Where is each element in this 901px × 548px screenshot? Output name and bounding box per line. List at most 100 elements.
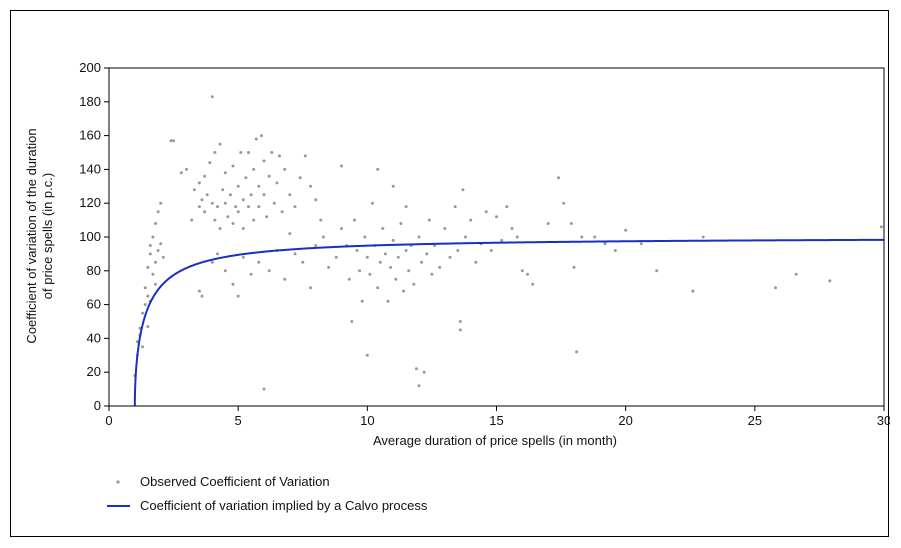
- scatter-point: [448, 255, 452, 259]
- scatter-point: [794, 272, 798, 276]
- scatter-point: [430, 272, 434, 276]
- scatter-point: [526, 272, 529, 276]
- x-tick-label: 25: [748, 413, 762, 428]
- scatter-point: [352, 218, 356, 222]
- scatter-point: [624, 228, 628, 232]
- scatter-point: [355, 249, 359, 252]
- scatter-point: [239, 151, 243, 154]
- scatter-point: [520, 269, 524, 273]
- scatter-point: [350, 320, 354, 323]
- scatter-point: [262, 159, 266, 163]
- scatter-point: [241, 255, 245, 259]
- scatter-point: [223, 269, 227, 273]
- scatter-point: [557, 176, 560, 180]
- scatter-point: [376, 286, 380, 290]
- scatter-point: [249, 272, 253, 276]
- scatter-point: [510, 227, 514, 230]
- scatter-point: [280, 210, 284, 214]
- scatter-point: [314, 198, 318, 202]
- y-tick-label: 160: [79, 128, 101, 143]
- y-tick-label: 60: [87, 297, 101, 312]
- scatter-point: [288, 193, 292, 197]
- x-tick-label: 0: [105, 413, 112, 428]
- x-tick-label: 20: [618, 413, 632, 428]
- scatter-point: [378, 260, 382, 264]
- scatter-point: [340, 164, 343, 168]
- legend-line-label: Coefficient of variation implied by a Ca…: [140, 498, 428, 513]
- scatter-point: [208, 161, 212, 165]
- scatter-point: [381, 227, 385, 230]
- scatter-point: [340, 227, 343, 230]
- scatter-point: [283, 167, 287, 171]
- scatter-point: [223, 201, 227, 205]
- scatter-point: [172, 139, 176, 143]
- scatter-point: [572, 265, 576, 269]
- scatter-point: [691, 289, 695, 293]
- scatter-point: [197, 205, 201, 209]
- scatter-point: [143, 303, 147, 307]
- x-tick-label: 15: [489, 413, 503, 428]
- scatter-point: [365, 255, 369, 259]
- scatter-point: [546, 222, 550, 225]
- scatter-point: [210, 95, 214, 99]
- plot-border: [108, 67, 885, 407]
- scatter-point: [151, 272, 155, 276]
- scatter-point: [474, 260, 478, 264]
- scatter-point: [154, 222, 157, 225]
- scatter-point: [389, 265, 393, 269]
- scatter-point: [223, 171, 227, 175]
- scatter-point: [298, 176, 302, 180]
- scatter-point: [427, 218, 431, 222]
- scatter-point: [148, 252, 152, 256]
- scatter-point: [141, 345, 145, 349]
- scatter-point: [407, 269, 411, 273]
- scatter-point: [154, 260, 157, 264]
- scatter-point: [216, 252, 219, 256]
- x-axis-label: Average duration of price spells (in mon…: [373, 433, 617, 448]
- scatter-point: [154, 282, 157, 286]
- y-tick-label: 200: [79, 60, 101, 75]
- calvo-curve: [133, 238, 885, 406]
- scatter-point: [262, 387, 266, 391]
- scatter-point: [500, 238, 504, 242]
- scatter-point: [146, 325, 150, 329]
- scatter-point: [402, 289, 405, 293]
- plot-area: [133, 95, 885, 406]
- x-tick-label: 30: [877, 413, 890, 428]
- scatter-point: [143, 286, 147, 290]
- scatter-point: [270, 151, 274, 154]
- scatter-point: [484, 210, 488, 214]
- scatter-point: [458, 328, 462, 332]
- scatter-point: [309, 184, 312, 188]
- scatter-point: [197, 181, 201, 185]
- scatter-point: [228, 193, 232, 197]
- scatter-point: [365, 353, 369, 357]
- scatter-point: [404, 249, 408, 252]
- scatter-point: [399, 222, 403, 225]
- scatter-point: [272, 201, 276, 205]
- y-tick-label: 100: [79, 229, 101, 244]
- scatter-point: [458, 320, 462, 323]
- scatter-point: [252, 167, 256, 171]
- scatter-point: [327, 265, 331, 269]
- scatter-point: [575, 350, 579, 354]
- scatter-point: [146, 294, 150, 298]
- scatter-point: [203, 210, 207, 214]
- scatter-point: [593, 235, 597, 239]
- scatter-point: [216, 205, 219, 209]
- scatter-point: [309, 286, 312, 290]
- scatter-point: [464, 235, 467, 239]
- scatter-point: [438, 265, 442, 269]
- y-tick-label: 80: [87, 263, 101, 278]
- scatter-point: [252, 218, 256, 222]
- scatter-point: [231, 282, 235, 286]
- scatter-point: [456, 249, 460, 252]
- scatter-point: [161, 255, 165, 259]
- scatter-point: [469, 218, 473, 222]
- scatter-point: [278, 154, 281, 158]
- scatter-point: [288, 232, 292, 236]
- scatter-point: [141, 311, 145, 315]
- scatter-point: [613, 249, 617, 252]
- scatter-point: [396, 255, 400, 259]
- legend-scatter-marker: [116, 480, 120, 484]
